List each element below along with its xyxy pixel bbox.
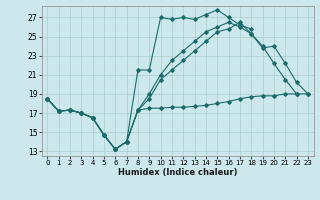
X-axis label: Humidex (Indice chaleur): Humidex (Indice chaleur) — [118, 168, 237, 177]
